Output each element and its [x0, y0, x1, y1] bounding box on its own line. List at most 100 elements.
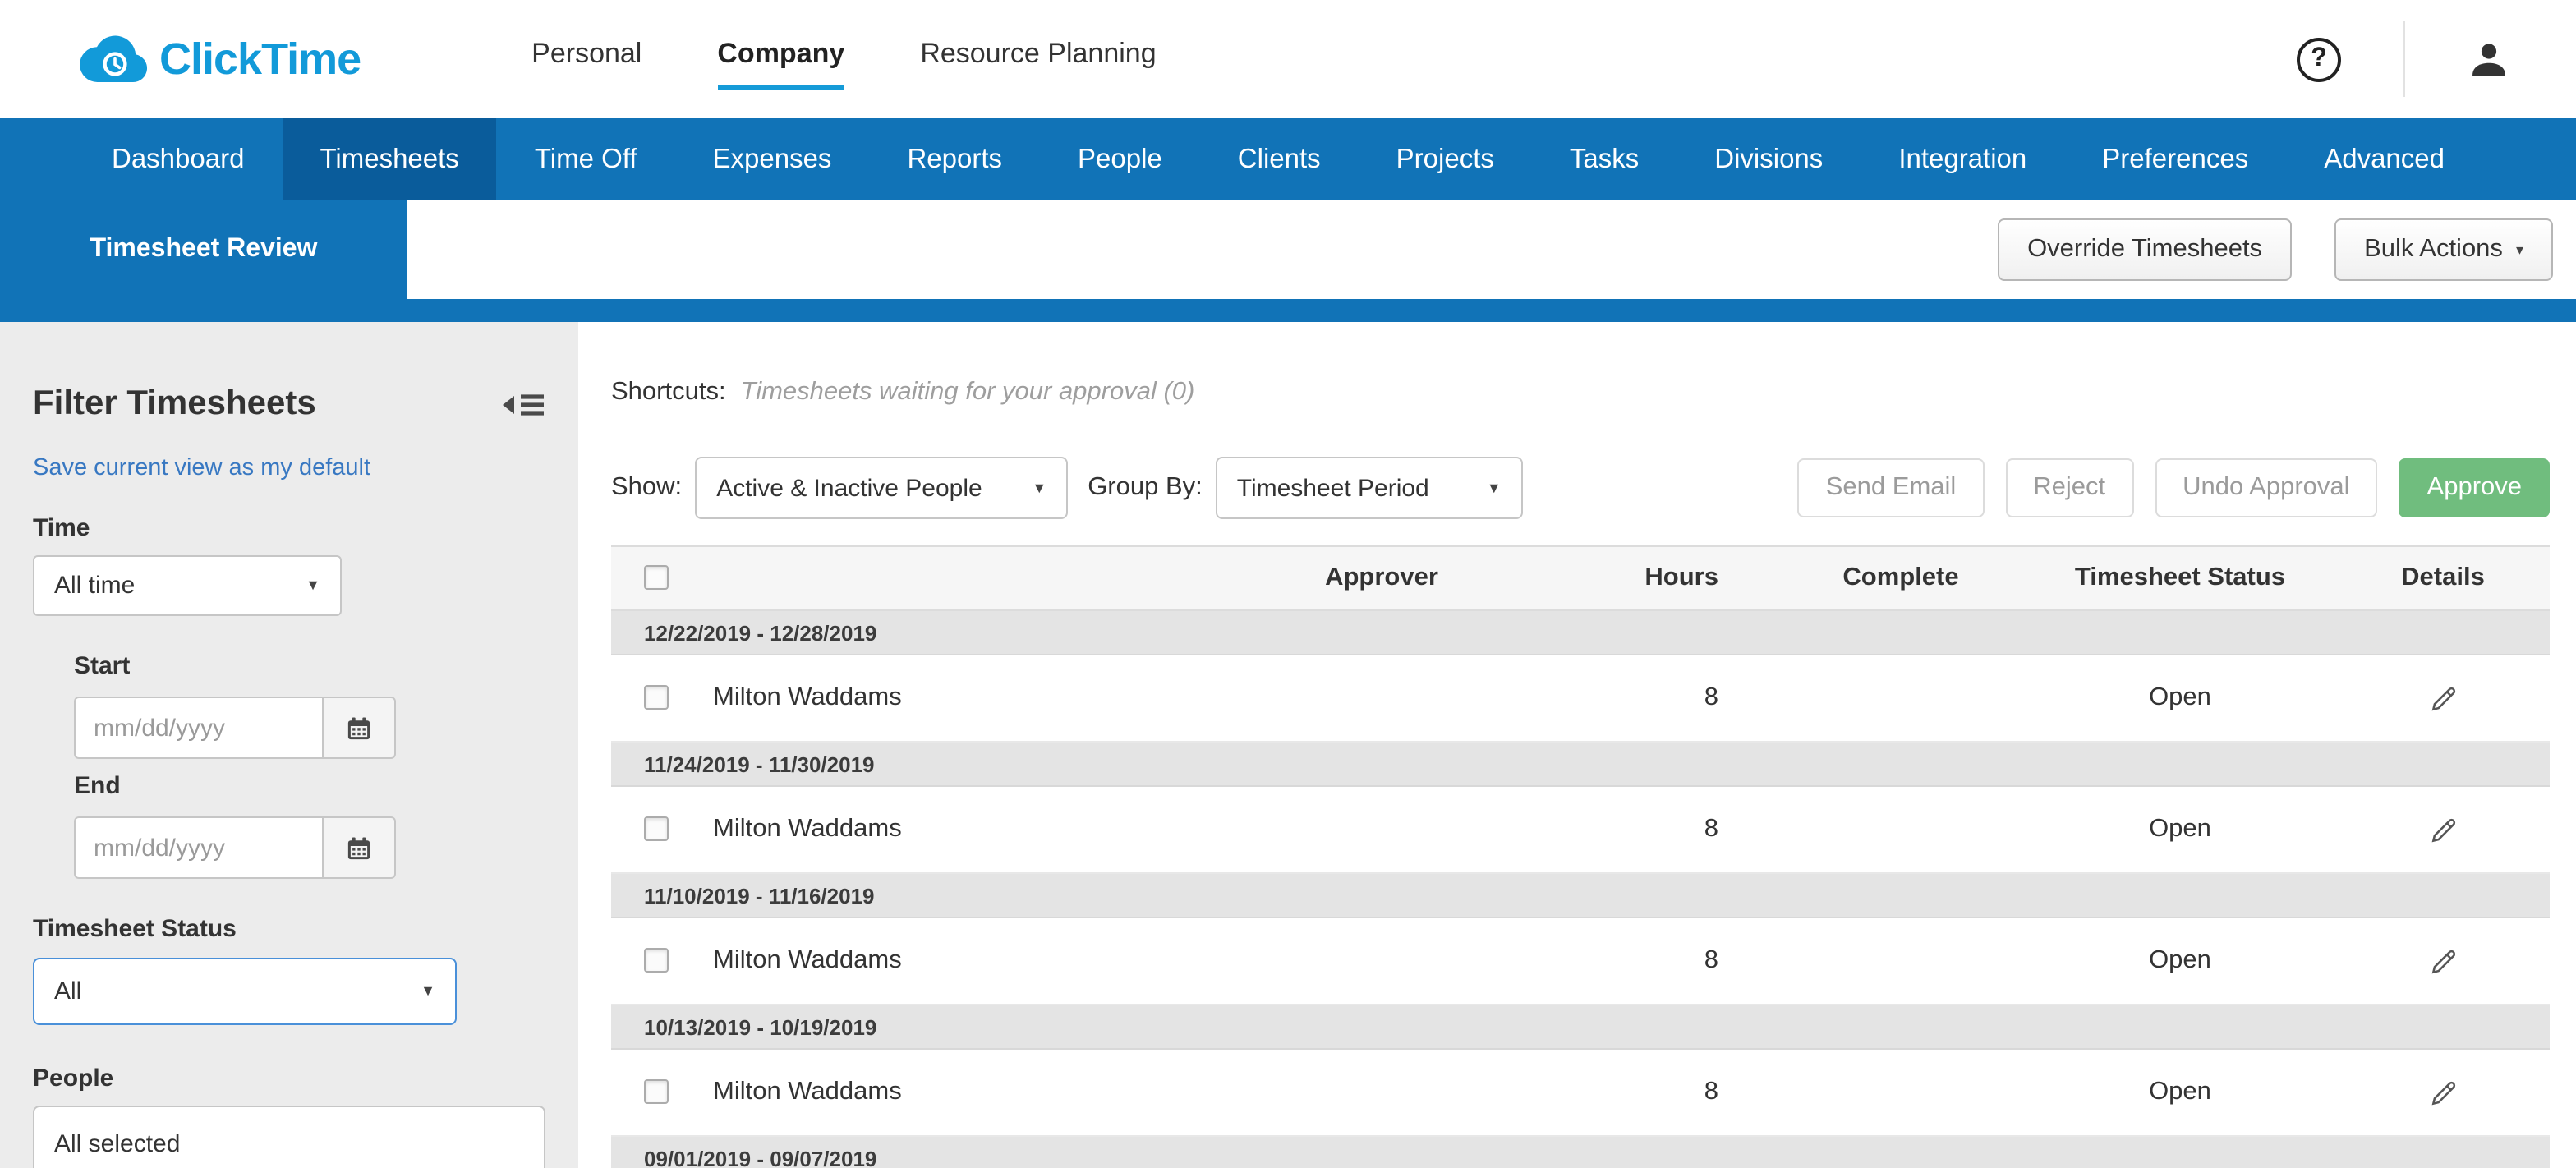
- shortcuts-bar: Shortcuts: Timesheets waiting for your a…: [611, 378, 2550, 407]
- nav-projects[interactable]: Projects: [1396, 144, 1494, 173]
- timesheet-status-value: Open: [2149, 683, 2211, 711]
- subheader-actions: Override Timesheets Bulk Actions ▾: [1998, 218, 2576, 281]
- nav-timesheets[interactable]: Timesheets: [282, 118, 497, 200]
- col-header-timesheet-status: Timesheet Status: [2074, 563, 2286, 591]
- clicktime-logo[interactable]: ClickTime: [79, 34, 361, 85]
- main-content: Shortcuts: Timesheets waiting for your a…: [578, 322, 2576, 1168]
- edit-pencil-icon[interactable]: [2427, 683, 2459, 714]
- bulk-actions-label: Bulk Actions: [2364, 235, 2503, 263]
- group-period-row: 09/01/2019 - 09/07/2019: [611, 1137, 2550, 1168]
- timesheet-status-value: All: [54, 977, 82, 1005]
- time-range-select[interactable]: All time ▼: [33, 555, 342, 616]
- start-date-group: [74, 697, 545, 759]
- group-period-row: 11/24/2019 - 11/30/2019: [611, 743, 2550, 787]
- shortcuts-label: Shortcuts:: [611, 378, 726, 406]
- undo-approval-button[interactable]: Undo Approval: [2155, 458, 2378, 517]
- group-period-label: 11/10/2019 - 11/16/2019: [644, 884, 875, 908]
- end-date-group: [74, 816, 545, 879]
- nav-clients[interactable]: Clients: [1237, 144, 1321, 173]
- top-right-actions: ?: [2297, 21, 2510, 97]
- group-period-label: 12/22/2019 - 12/28/2019: [644, 621, 877, 646]
- timesheet-row: Milton Waddams 8 Open: [611, 787, 2550, 874]
- nav-divisions[interactable]: Divisions: [1714, 144, 1824, 173]
- bulk-action-buttons: Send Email Reject Undo Approval Approve: [1797, 458, 2550, 517]
- clicktime-logo-icon: [80, 35, 148, 83]
- timesheet-status-select[interactable]: All ▼: [33, 958, 457, 1025]
- edit-pencil-icon[interactable]: [2427, 814, 2459, 845]
- approver-name: Milton Waddams: [713, 1078, 902, 1106]
- chevron-down-icon: ▼: [1486, 479, 1502, 495]
- tab-timesheet-review[interactable]: Timesheet Review: [0, 200, 407, 299]
- filter-title: Filter Timesheets: [33, 384, 316, 422]
- row-checkbox[interactable]: [644, 816, 669, 842]
- top-bar: ClickTime Personal Company Resource Plan…: [0, 0, 2576, 118]
- tab-personal[interactable]: Personal: [531, 38, 642, 69]
- show-filter-select[interactable]: Active & Inactive People ▼: [695, 457, 1069, 519]
- approve-button[interactable]: Approve: [2399, 458, 2550, 517]
- override-timesheets-label: Override Timesheets: [2027, 235, 2263, 263]
- time-filter-label: Time: [33, 514, 90, 542]
- start-date-label: Start: [74, 652, 131, 680]
- nav-advanced[interactable]: Advanced: [2324, 144, 2445, 173]
- group-by-select[interactable]: Timesheet Period ▼: [1215, 457, 1523, 519]
- timesheet-status-value: Open: [2149, 815, 2211, 843]
- timesheet-status-value: Open: [2149, 1078, 2211, 1106]
- table-header-row: Approver Hours Complete Timesheet Status…: [611, 545, 2550, 611]
- nav-reports[interactable]: Reports: [907, 144, 1002, 173]
- nav-expenses[interactable]: Expenses: [712, 144, 832, 173]
- bulk-actions-button[interactable]: Bulk Actions ▾: [2334, 218, 2553, 281]
- edit-pencil-icon[interactable]: [2427, 1077, 2459, 1108]
- nav-time-off[interactable]: Time Off: [534, 144, 637, 173]
- group-period-label: 11/24/2019 - 11/30/2019: [644, 752, 875, 777]
- help-icon[interactable]: ?: [2297, 37, 2341, 81]
- row-checkbox[interactable]: [644, 948, 669, 973]
- nav-dashboard[interactable]: Dashboard: [112, 144, 245, 173]
- group-by-value: Timesheet Period: [1236, 474, 1429, 502]
- send-email-button[interactable]: Send Email: [1797, 458, 1985, 517]
- nav-people[interactable]: People: [1078, 144, 1162, 173]
- override-timesheets-button[interactable]: Override Timesheets: [1998, 218, 2293, 281]
- blue-divider-strip: [0, 299, 2576, 322]
- row-checkbox[interactable]: [644, 1079, 669, 1105]
- user-menu-button[interactable]: [2468, 38, 2510, 80]
- timesheet-status-label: Timesheet Status: [33, 915, 237, 943]
- show-label: Show:: [611, 473, 683, 501]
- collapse-filters-icon[interactable]: [501, 389, 545, 429]
- start-date-calendar-button[interactable]: [322, 697, 396, 759]
- nav-tasks[interactable]: Tasks: [1569, 144, 1640, 173]
- people-select[interactable]: All selected: [33, 1106, 545, 1168]
- select-all-checkbox[interactable]: [644, 565, 669, 591]
- save-default-view-link[interactable]: Save current view as my default: [33, 455, 371, 481]
- end-date-calendar-button[interactable]: [322, 816, 396, 879]
- nav-integration[interactable]: Integration: [1898, 144, 2027, 173]
- filter-sidebar: Filter Timesheets Save current view as m…: [0, 322, 578, 1168]
- time-range-value: All time: [54, 572, 136, 600]
- group-period-row: 11/10/2019 - 11/16/2019: [611, 874, 2550, 918]
- approver-name: Milton Waddams: [713, 815, 902, 843]
- group-period-row: 10/13/2019 - 10/19/2019: [611, 1005, 2550, 1050]
- hours-value: 8: [1704, 946, 1718, 974]
- reject-button[interactable]: Reject: [2005, 458, 2134, 517]
- approver-name: Milton Waddams: [713, 946, 902, 974]
- calendar-icon: [347, 716, 370, 739]
- people-select-value: All selected: [54, 1129, 181, 1157]
- start-date-input[interactable]: [74, 697, 322, 759]
- end-date-label: End: [74, 772, 121, 800]
- tab-company[interactable]: Company: [717, 28, 845, 90]
- chevron-down-icon: ▼: [306, 577, 320, 593]
- sub-header: Timesheet Review Override Timesheets Bul…: [0, 200, 2576, 299]
- tab-resource-planning[interactable]: Resource Planning: [920, 38, 1157, 69]
- end-date-input[interactable]: [74, 816, 322, 879]
- nav-preferences[interactable]: Preferences: [2102, 144, 2249, 173]
- people-filter-label: People: [33, 1065, 114, 1092]
- col-header-approver: Approver: [1325, 563, 1438, 591]
- chevron-down-icon: ▼: [421, 982, 435, 999]
- chevron-down-icon: ▾: [2515, 241, 2523, 257]
- edit-pencil-icon[interactable]: [2427, 945, 2459, 977]
- header-divider: [2404, 21, 2405, 97]
- group-period-label: 10/13/2019 - 10/19/2019: [644, 1015, 877, 1040]
- waiting-approval-shortcut-link[interactable]: Timesheets waiting for your approval (0): [740, 378, 1195, 406]
- main-nav: Dashboard Timesheets Time Off Expenses R…: [0, 118, 2576, 200]
- row-checkbox[interactable]: [644, 685, 669, 710]
